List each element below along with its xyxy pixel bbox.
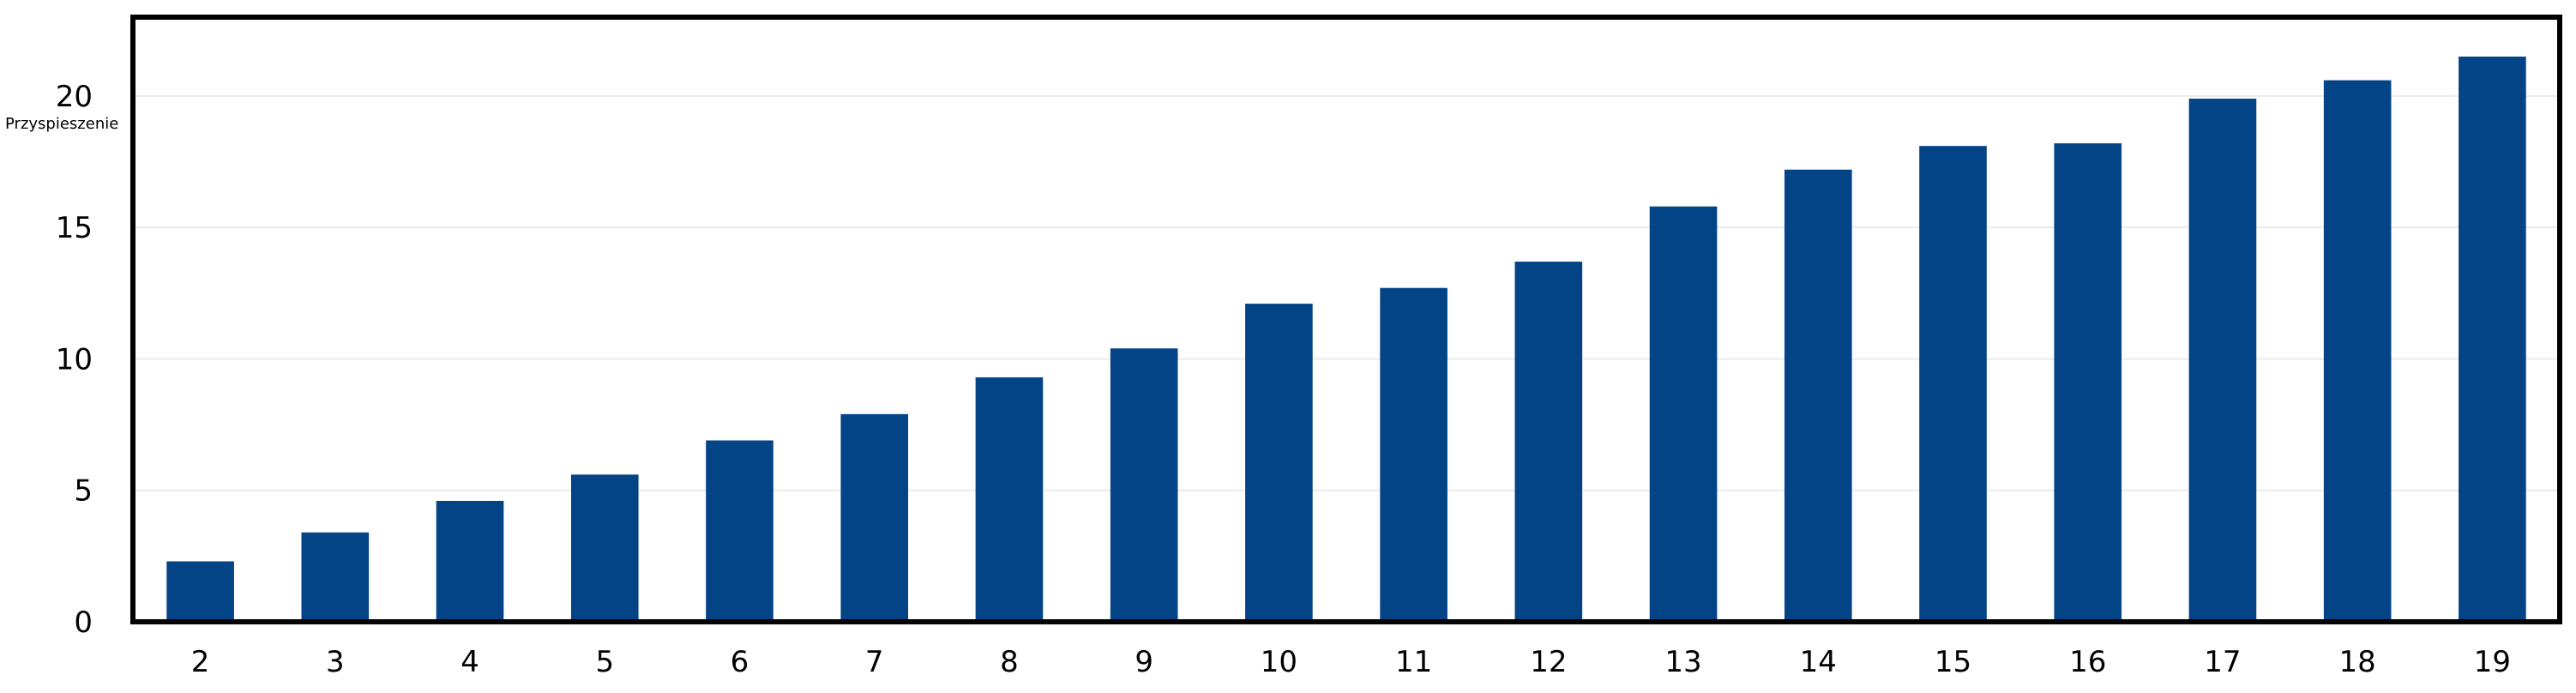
bar — [1514, 262, 1583, 622]
x-tick-label: 15 — [1935, 645, 1971, 679]
bar — [2054, 143, 2122, 622]
y-tick-label: 15 — [56, 211, 93, 245]
x-tick-label: 12 — [1530, 645, 1567, 679]
bar — [436, 501, 504, 622]
x-tick-label: 13 — [1664, 645, 1701, 679]
bar — [1649, 206, 1718, 622]
bar — [1380, 287, 1447, 622]
bar — [975, 377, 1044, 622]
x-tick-label: 18 — [2339, 645, 2376, 679]
bar — [1784, 169, 1852, 623]
x-tick-label: 11 — [1395, 645, 1432, 679]
y-tick-label: 5 — [74, 474, 93, 509]
x-axis-ticks: 2 3 4 5 6 7 8 9 10 11 12 13 14 15 16 17 18 19 — [191, 645, 2511, 679]
x-tick-label: 5 — [595, 645, 614, 679]
bar — [840, 413, 909, 622]
x-tick-label: 14 — [1800, 645, 1837, 679]
x-tick-label: 9 — [1135, 645, 1153, 679]
y-axis-label: Przyspieszenie — [5, 115, 118, 133]
y-tick-label: 0 — [74, 606, 93, 640]
x-tick-label: 16 — [2069, 645, 2106, 679]
bar — [166, 561, 234, 622]
x-tick-label: 10 — [1261, 645, 1297, 679]
plot-border — [130, 15, 2562, 624]
bars — [166, 56, 2526, 623]
x-tick-label: 19 — [2474, 645, 2511, 679]
y-axis-ticks: 0 5 10 15 20 — [56, 80, 93, 640]
bar — [570, 474, 639, 622]
gridlines — [133, 95, 2560, 491]
bar — [706, 440, 773, 622]
y-tick-label: 20 — [56, 80, 93, 114]
x-tick-label: 4 — [460, 645, 479, 679]
bar — [1110, 348, 1178, 622]
y-tick-label: 10 — [56, 342, 93, 377]
x-tick-label: 3 — [326, 645, 345, 679]
bar — [2459, 56, 2526, 622]
bar — [1245, 304, 1313, 622]
x-tick-label: 17 — [2204, 645, 2241, 679]
x-tick-label: 7 — [865, 645, 884, 679]
x-tick-label: 2 — [191, 645, 210, 679]
bar — [1919, 146, 1987, 622]
x-tick-label: 6 — [731, 645, 749, 679]
bar — [2188, 99, 2257, 623]
x-tick-label: 8 — [1000, 645, 1019, 679]
bar — [301, 532, 370, 622]
plot-frame — [130, 15, 2562, 624]
bar — [2323, 80, 2392, 623]
